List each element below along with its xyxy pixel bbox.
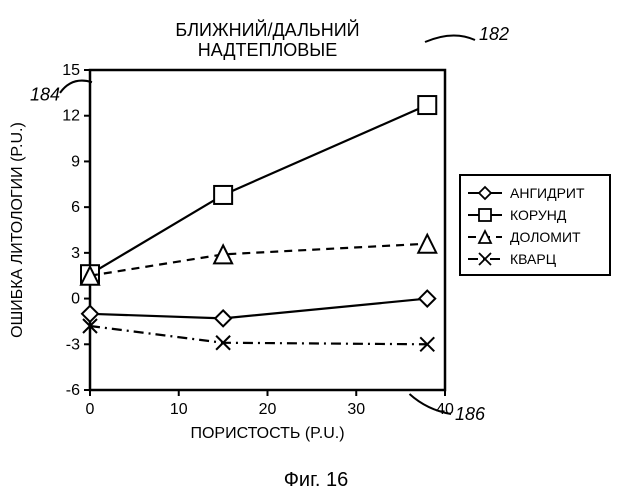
y-tick-label: 6 — [71, 199, 80, 216]
x-tick-label: 40 — [436, 401, 454, 418]
chart-title-line1: БЛИЖНИЙ/ДАЛЬНИЙ — [175, 19, 359, 40]
y-tick-label: 12 — [62, 108, 80, 125]
series-line — [90, 244, 427, 276]
legend-item-label: КВАРЦ — [510, 251, 557, 267]
chart-title-line2: НАДТЕПЛОВЫЕ — [198, 40, 338, 60]
figure-caption: Фиг. 16 — [284, 469, 349, 491]
callout-leader — [60, 81, 92, 93]
lithology-error-chart: БЛИЖНИЙ/ДАЛЬНИЙНАДТЕПЛОВЫЕ -6 -3 0 3 6 9 12 15 0 1… — [0, 0, 633, 500]
legend-item-label: АНГИДРИТ — [510, 185, 585, 201]
callout-186: 186 — [455, 404, 486, 424]
callout-182: 182 — [479, 24, 509, 44]
x-tick-label: 30 — [347, 401, 365, 418]
series-line — [90, 105, 427, 274]
y-tick-label: 3 — [71, 245, 80, 262]
y-axis-label: ОШИБКА ЛИТОЛОГИИ (P.U.) — [9, 122, 26, 338]
y-tick-label: 0 — [71, 291, 80, 308]
y-tick-label: 15 — [62, 62, 80, 79]
x-tick-label: 10 — [170, 401, 188, 418]
series-line — [90, 326, 427, 344]
series-line — [90, 299, 427, 319]
y-tick-label: -6 — [66, 382, 80, 399]
legend-item-label: ДОЛОМИТ — [510, 229, 581, 245]
callout-184: 184 — [30, 84, 60, 104]
x-axis-label: ПОРИСТОСТЬ (P.U.) — [190, 425, 344, 442]
y-tick-label: -3 — [66, 336, 80, 353]
legend-item-label: КОРУНД — [510, 207, 567, 223]
callout-leader — [425, 35, 475, 42]
y-tick-label: 9 — [71, 153, 80, 170]
x-tick-label: 20 — [259, 401, 277, 418]
x-tick-label: 0 — [86, 401, 95, 418]
